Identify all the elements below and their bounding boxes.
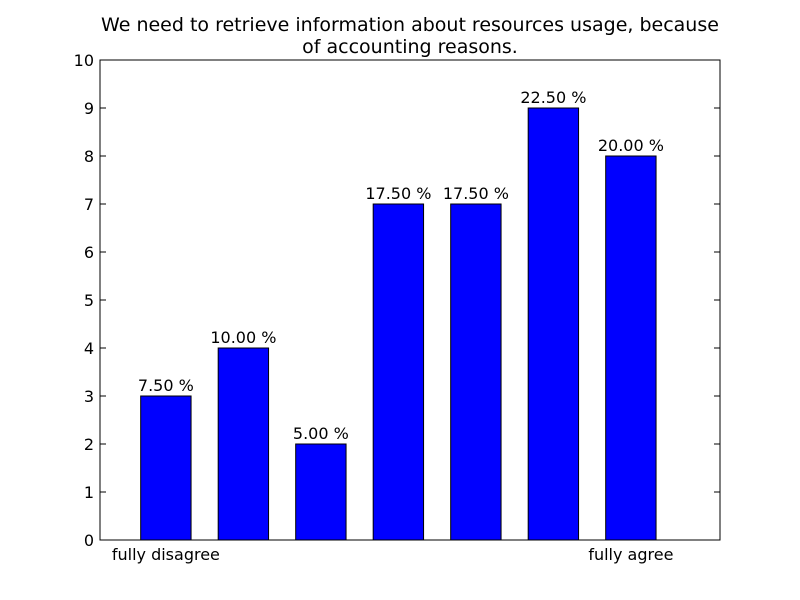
bar-2 xyxy=(217,347,270,541)
y-tick-label-7: 7 xyxy=(84,195,94,214)
y-tick-label-6: 6 xyxy=(84,243,94,262)
bar-value-label-4: 17.50 % xyxy=(365,184,431,203)
bar-1 xyxy=(140,395,192,541)
y-tick-label-3: 3 xyxy=(84,387,94,406)
bar-4 xyxy=(372,203,425,541)
x-category-label-1: fully disagree xyxy=(112,545,220,564)
y-tick-label-9: 9 xyxy=(84,99,94,118)
chart-title-line-2: of accounting reasons. xyxy=(302,36,518,58)
bar-6 xyxy=(527,107,580,541)
y-tick-label-8: 8 xyxy=(84,147,94,166)
bar-7 xyxy=(605,155,657,541)
plot-area: 7.50 % fully disagree 10.00 % 5.00 % 17.50 %… xyxy=(74,51,721,564)
y-tick-label-1: 1 xyxy=(84,483,94,502)
chart-title-line-1: We need to retrieve information about re… xyxy=(101,14,719,36)
bar-value-label-5: 17.50 % xyxy=(443,184,509,203)
y-tick-label-10: 10 xyxy=(74,51,94,70)
bar-3 xyxy=(295,443,347,541)
x-category-label-7: fully agree xyxy=(588,545,673,564)
bar-value-label-1: 7.50 % xyxy=(138,376,194,395)
y-tick-label-0: 0 xyxy=(84,531,94,550)
bar-value-label-6: 22.50 % xyxy=(520,88,586,107)
bar-value-label-2: 10.00 % xyxy=(210,328,276,347)
y-tick-label-5: 5 xyxy=(84,291,94,310)
y-tick-label-4: 4 xyxy=(84,339,94,358)
bar-5 xyxy=(450,203,502,541)
bar-value-label-7: 20.00 % xyxy=(598,136,664,155)
bar-value-label-3: 5.00 % xyxy=(293,424,349,443)
y-tick-label-2: 2 xyxy=(84,435,94,454)
